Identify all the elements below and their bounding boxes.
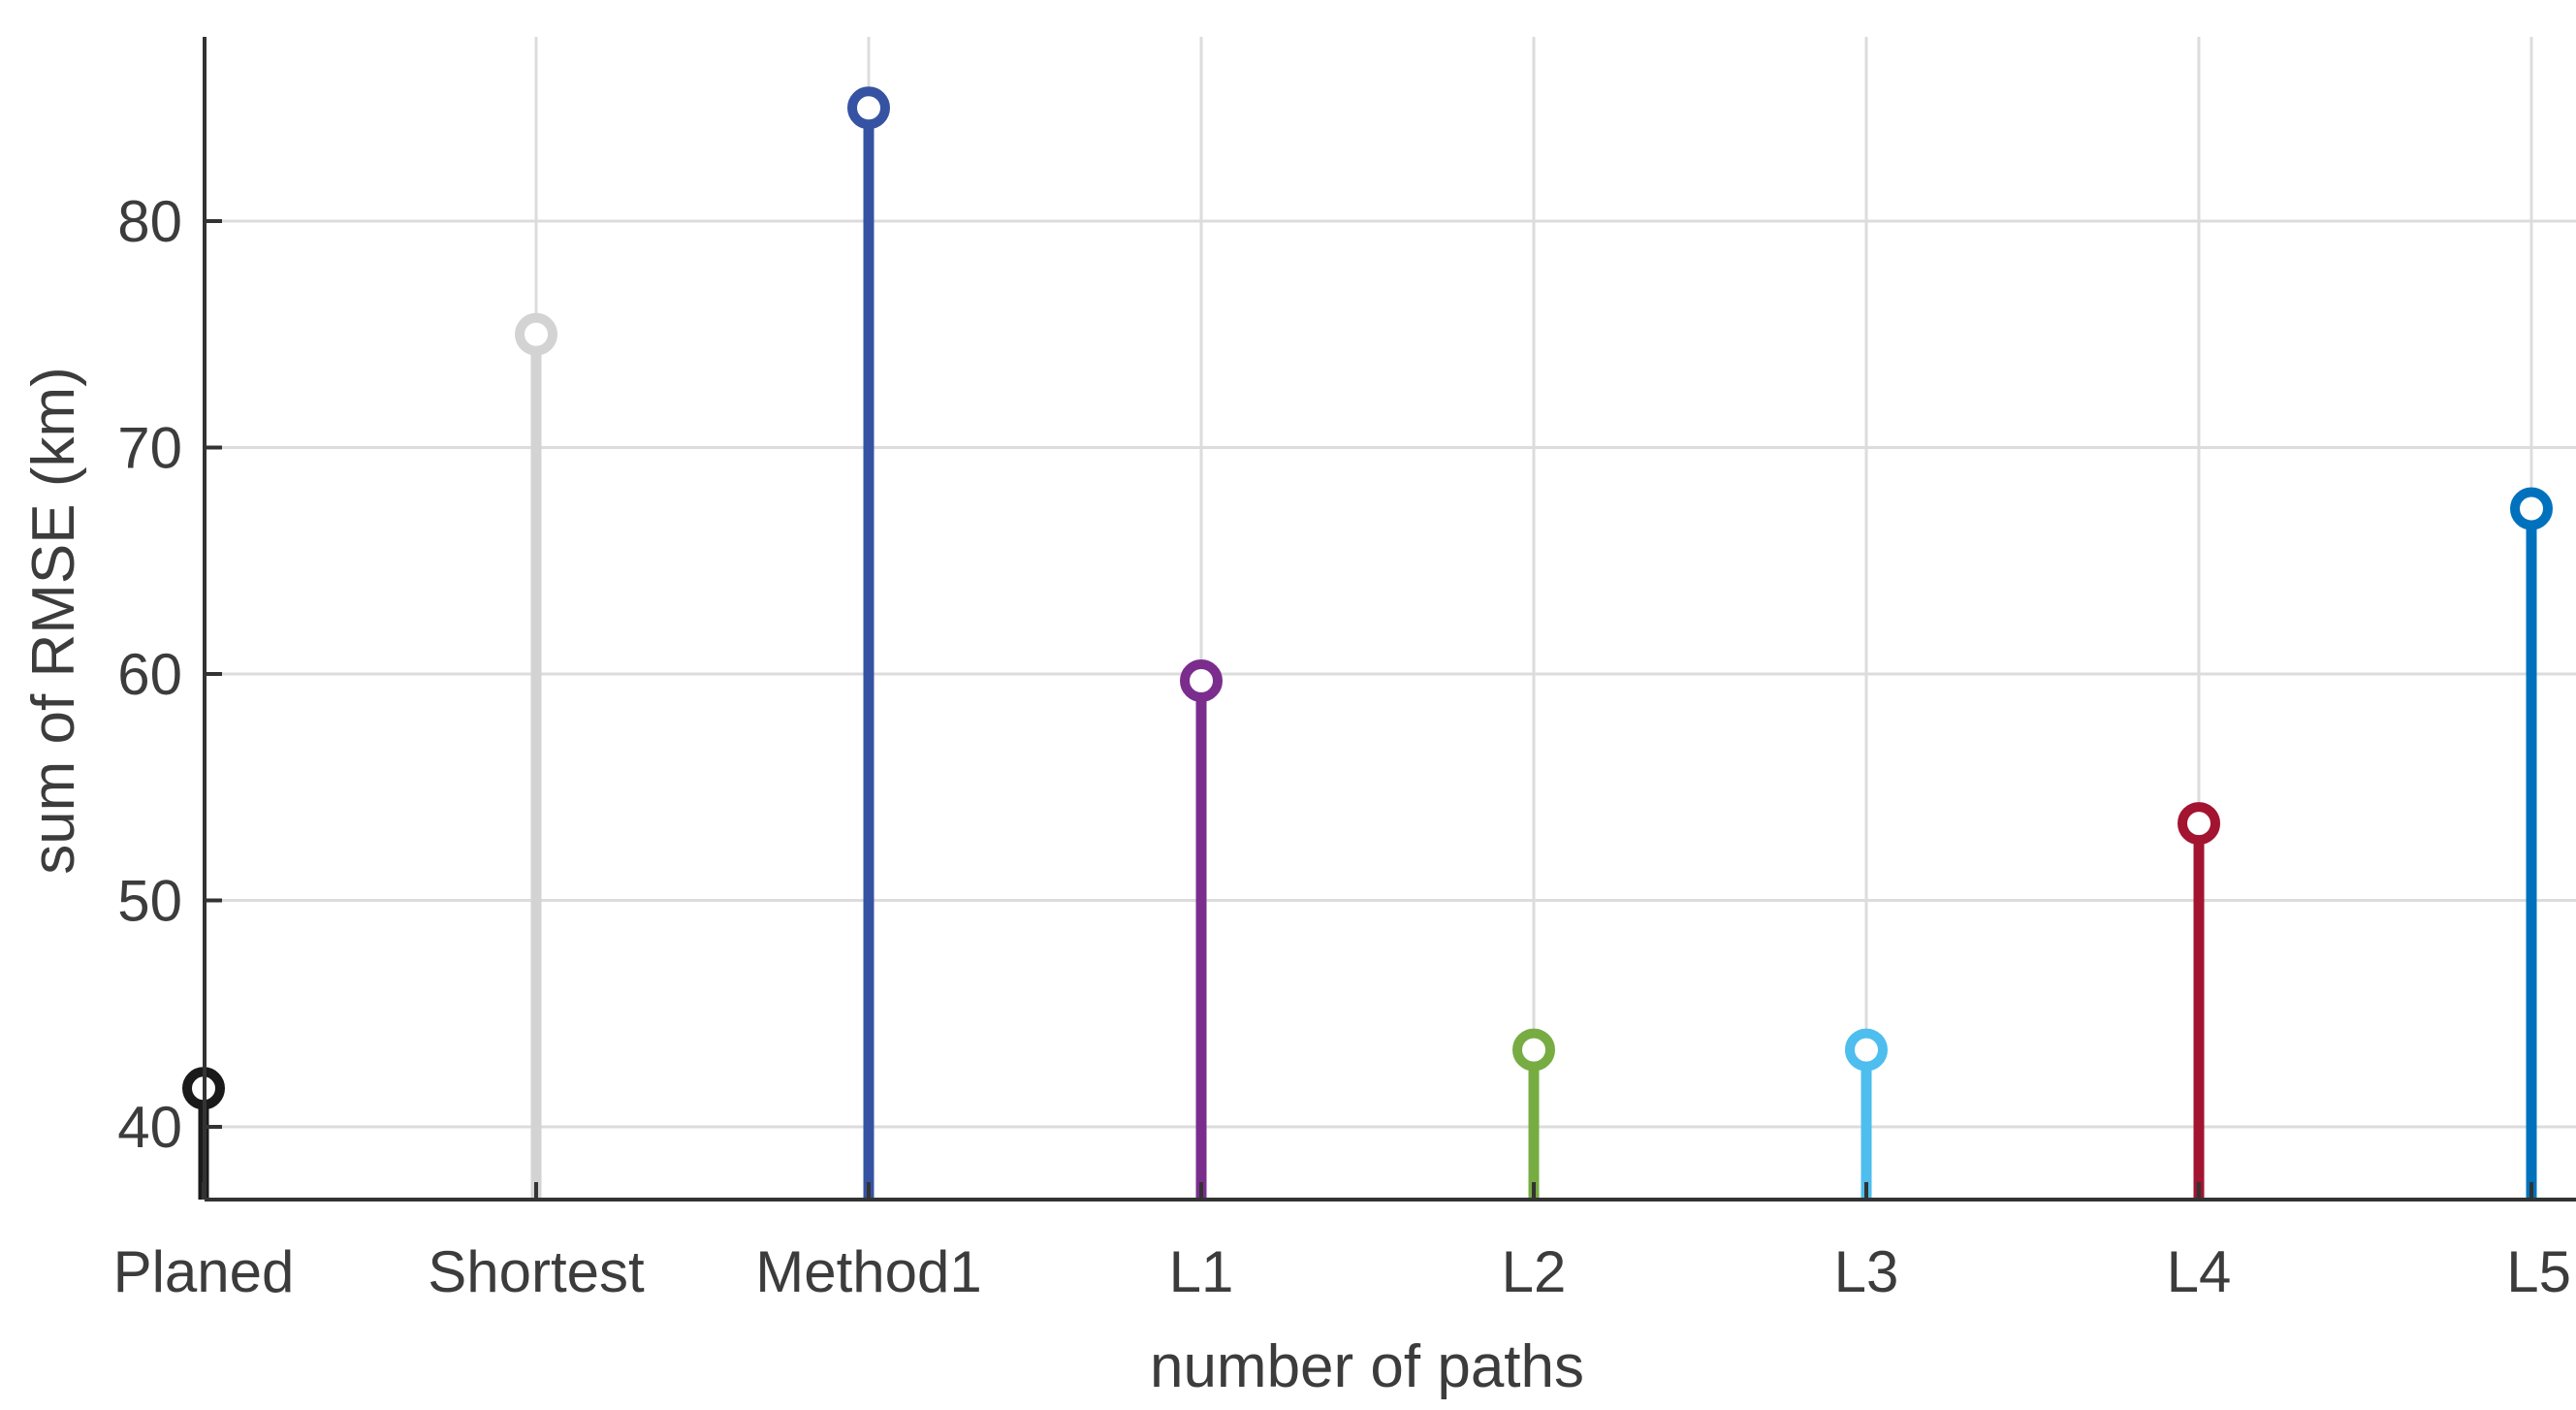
stem-marker: [2510, 487, 2553, 530]
y-tick-label: 50: [117, 869, 182, 934]
x-tick-label: L5: [2506, 1239, 2571, 1304]
y-tick-label: 40: [117, 1095, 182, 1160]
stem-marker: [847, 86, 890, 130]
stem-marker: [1180, 659, 1223, 703]
stem-marker: [1845, 1028, 1888, 1072]
x-axis-label: number of paths: [1150, 1333, 1584, 1400]
x-tick-label: L1: [1169, 1239, 1234, 1304]
axes: [203, 37, 2576, 1202]
x-tick-label: L4: [2167, 1239, 2232, 1304]
y-tick-label: 60: [117, 642, 182, 707]
y-axis-label: sum of RMSE (km): [20, 367, 87, 875]
y-tick-label: 80: [117, 189, 182, 254]
stem-marker: [2178, 802, 2220, 846]
y-tick-labels: 40 50 60 70 80: [117, 189, 222, 1160]
stem-marker: [515, 312, 557, 356]
stem-marker: [1512, 1028, 1555, 1072]
y-tick-label: 70: [117, 416, 182, 481]
x-tick-label: L3: [1834, 1239, 1899, 1304]
x-tick-label: Shortest: [428, 1239, 645, 1304]
x-tick-label: Planed: [113, 1239, 295, 1304]
x-tick-label: Method1: [755, 1239, 982, 1304]
grid-lines: [205, 37, 2576, 1200]
x-tick-labels: Planed Shortest Method1 L1 L2 L3 L4 L5: [113, 1182, 2571, 1304]
x-tick-label: L2: [1502, 1239, 1567, 1304]
stem-series: [182, 86, 2553, 1200]
